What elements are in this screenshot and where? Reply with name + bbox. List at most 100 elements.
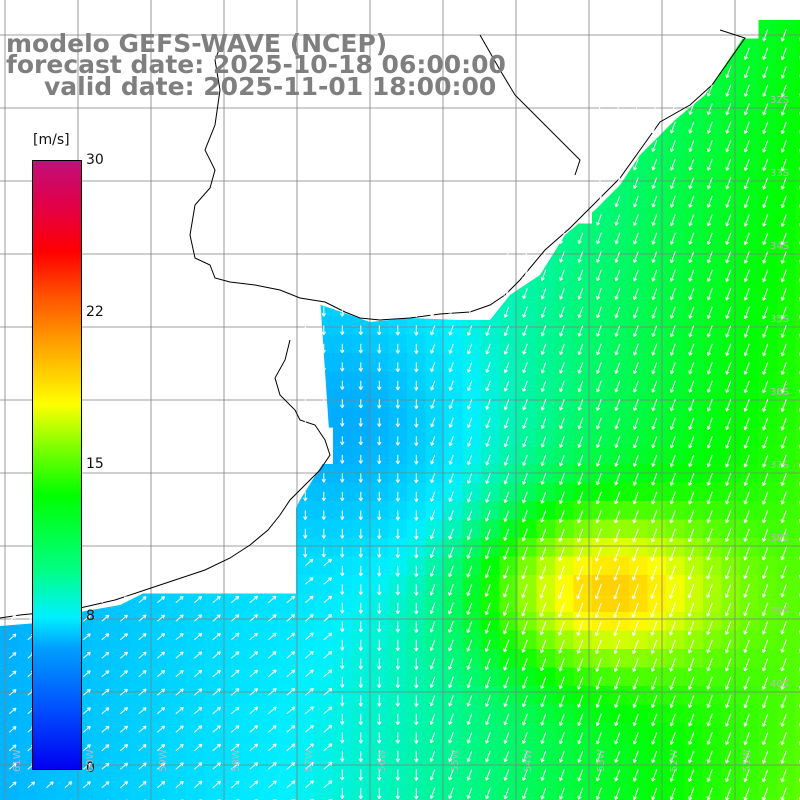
wind-arrow-head [448, 331, 451, 336]
wind-arrow-head [596, 333, 601, 337]
wind-arrow-head [200, 633, 203, 637]
wind-speed-cell [795, 667, 800, 687]
wind-arrow-head [503, 387, 506, 392]
wind-arrow-head [448, 629, 450, 633]
wind-arrow-head [449, 517, 453, 521]
wind-arrow-head [762, 575, 764, 579]
wind-arrow-head [125, 762, 129, 767]
wind-arrow [8, 670, 17, 678]
wind-arrow [578, 232, 584, 244]
wind-arrow-head [596, 668, 600, 672]
wind-arrow-head [576, 631, 579, 636]
wind-speed-cell [795, 760, 800, 780]
wind-arrow-head [377, 441, 380, 446]
wind-arrow-head [595, 500, 598, 504]
wind-arrow [707, 399, 713, 412]
wind-arrow [448, 787, 454, 799]
wind-arrow [101, 688, 110, 696]
wind-arrow-head [762, 668, 767, 672]
wind-arrow-head [577, 500, 579, 504]
wind-arrow-head [669, 685, 672, 690]
wind-arrow-head [216, 595, 221, 598]
wind-arrow-head [615, 482, 619, 486]
wind-arrow-head [395, 405, 399, 409]
wind-arrow [559, 343, 565, 355]
wind-arrow-head [558, 703, 561, 708]
wind-arrow-head [780, 352, 783, 357]
wind-arrow-head [181, 596, 184, 600]
wind-arrow-head [360, 441, 363, 446]
wind-arrow-head [762, 742, 767, 746]
wind-arrow-head [650, 631, 653, 636]
wind-arrow-head [688, 595, 692, 599]
wind-arrow-head [377, 628, 380, 633]
wind-arrow-head [430, 461, 435, 465]
wind-arrow [559, 528, 565, 542]
wind-arrow-head [198, 596, 202, 598]
wind-arrow-head [576, 595, 578, 599]
wind-arrow [249, 632, 258, 641]
wind-arrow-head [632, 614, 636, 618]
wind-arrow [707, 510, 713, 523]
wind-arrow-head [688, 203, 690, 208]
wind-arrow [633, 399, 639, 411]
wind-arrow-head [578, 278, 582, 282]
wind-arrow-head [503, 258, 506, 262]
wind-arrow-head [707, 538, 711, 542]
wind-arrow-head [706, 556, 708, 561]
wind-arrow-head [780, 37, 783, 42]
wind-arrow-head [181, 762, 184, 767]
wind-arrow-head [780, 556, 783, 561]
wind-arrow-head [688, 650, 692, 654]
wind-arrow-head [577, 740, 579, 744]
wind-arrow [193, 651, 203, 659]
wind-arrow [781, 380, 787, 394]
wind-arrow [249, 669, 258, 678]
wind-arrow-head [503, 703, 506, 707]
wind-speed-cell [314, 797, 334, 800]
wind-arrow-head [467, 406, 472, 410]
wind-arrow [707, 140, 713, 153]
wind-arrow [323, 743, 333, 752]
wind-arrow-head [726, 186, 730, 190]
wind-arrow-head [448, 721, 450, 725]
wind-arrow-head [633, 482, 637, 486]
wind-arrow [726, 214, 732, 227]
wind-arrow [504, 769, 510, 781]
wind-arrow [744, 177, 750, 190]
wind-arrow-head [669, 351, 672, 356]
wind-arrow-head [467, 555, 471, 559]
wind-arrow-head [596, 73, 598, 78]
wind-arrow-head [466, 517, 469, 521]
wind-arrow-head [577, 481, 579, 485]
wind-arrow-head [88, 633, 91, 638]
wind-arrow-head [780, 482, 783, 486]
wind-arrow-head [541, 407, 545, 411]
wind-arrow-head [309, 614, 314, 616]
wind-arrow-head [670, 278, 675, 282]
wind-arrow [781, 121, 787, 134]
wind-arrow [193, 633, 203, 641]
wind-arrow-head [430, 517, 435, 521]
wind-speed-cell [610, 797, 630, 800]
wind-arrow-head [466, 479, 469, 484]
wind-arrow-head [377, 386, 380, 391]
wind-arrow-head [596, 184, 598, 189]
wind-arrow-head [448, 740, 453, 744]
wind-arrow [670, 473, 676, 486]
wind-arrow-head [293, 651, 296, 656]
wind-arrow-head [615, 796, 619, 800]
wind-speed-cell [795, 704, 800, 724]
wind-arrow-head [706, 166, 709, 171]
wind-arrow [249, 614, 258, 622]
wind-arrow-head [689, 389, 693, 393]
wind-arrow [448, 565, 454, 577]
wind-arrow-head [430, 516, 432, 521]
wind-arrow-head [448, 795, 450, 799]
wind-arrow-head [762, 296, 764, 301]
wind-arrow [633, 454, 639, 467]
wind-arrow [249, 595, 258, 604]
wind-arrow [670, 325, 676, 338]
colorbar-tick-22: 22 [86, 304, 104, 320]
wind-arrow-head [706, 519, 709, 523]
